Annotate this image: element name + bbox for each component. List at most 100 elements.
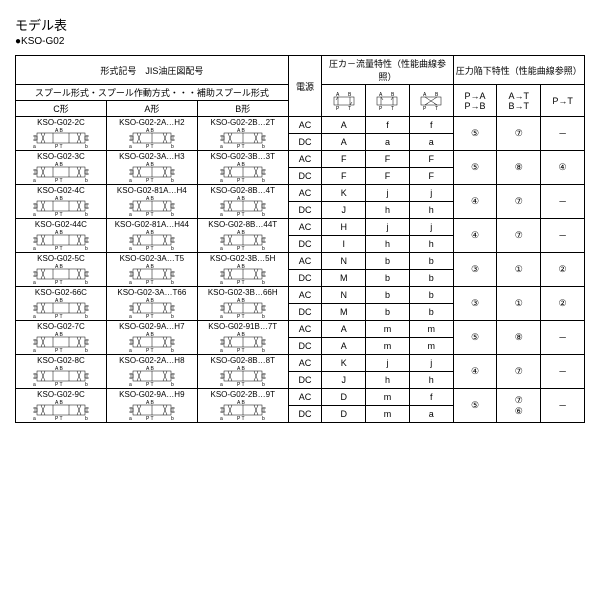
svg-text:b: b (85, 382, 88, 387)
cell-b: KSO-G02-3B…66H A B a P T b (197, 287, 288, 321)
cell-a: KSO-G02-81A…H44 A B a P T b (106, 219, 197, 253)
svg-text:P T: P T (55, 144, 63, 149)
hdr-model-title: 形式記号 JIS油圧図配号 (16, 56, 289, 85)
cell-d2: ⑦ ⑥ (497, 389, 541, 423)
cell-b: KSO-G02-91B…7T A B a P T b (197, 321, 288, 355)
svg-text:b: b (171, 178, 174, 183)
valve-diagram-icon: A B a P T b (127, 161, 177, 183)
svg-text:a: a (33, 178, 36, 183)
cell-power: AC (288, 287, 322, 304)
cell-f3: b (409, 287, 453, 304)
cell-d2: ⑧ (497, 151, 541, 185)
cell-f1: F (322, 168, 366, 185)
svg-text:b: b (171, 144, 174, 149)
table-row: KSO-G02-3C A B a P T b KSO-G02-3A…H3 A B… (16, 151, 585, 168)
valve-diagram-icon: A B a P T b (31, 331, 91, 353)
cell-power: AC (288, 117, 322, 134)
model-table: 形式記号 JIS油圧図配号 電源 圧カ－流量特性（性能曲線参照） 圧力陥下特性（… (15, 55, 585, 423)
valve-diagram-icon: A B a P T b (127, 195, 177, 217)
cell-f1: J (322, 372, 366, 389)
cell-a: KSO-G02-81A…H4 A B a P T b (106, 185, 197, 219)
cell-f2: b (366, 304, 410, 321)
valve-diagram-icon: A B a P T b (127, 127, 177, 149)
cell-d2: ① (497, 287, 541, 321)
svg-text:b: b (85, 280, 88, 285)
svg-text:a: a (33, 212, 36, 217)
hdr-a-type: A形 (106, 101, 197, 117)
cell-f1: H (322, 219, 366, 236)
table-row: KSO-G02-2C A B a P T b KSO-G02-2A…H2 A B… (16, 117, 585, 134)
cell-f1: J (322, 202, 366, 219)
svg-text:b: b (85, 416, 88, 421)
cell-power: DC (288, 372, 322, 389)
cell-power: AC (288, 219, 322, 236)
model-code: KSO-G02-3A…T66 (107, 288, 197, 297)
cell-c: KSO-G02-7C A B a P T b (16, 321, 107, 355)
cell-d2: ⑦ (497, 117, 541, 151)
model-code: KSO-G02-3A…H3 (107, 152, 197, 161)
valve-diagram-icon: A B a P T b (31, 399, 91, 421)
cell-d1: ⑤ (453, 389, 497, 423)
svg-text:P T: P T (237, 212, 245, 217)
svg-text:b: b (171, 382, 174, 387)
hdr-spool: スプール形式・スプール作動方式・・・補助スプール形式 (16, 85, 289, 101)
cell-d1: ③ (453, 253, 497, 287)
svg-text:a: a (129, 416, 132, 421)
cell-d2: ⑦ (497, 185, 541, 219)
model-code: KSO-G02-9C (16, 390, 106, 399)
cell-power: DC (288, 338, 322, 355)
cell-d3: － (541, 219, 585, 253)
cell-f3: b (409, 270, 453, 287)
svg-text:b: b (262, 416, 265, 421)
model-code: KSO-G02-9A…H7 (107, 322, 197, 331)
cell-a: KSO-G02-3A…T66 A B a P T b (106, 287, 197, 321)
valve-diagram-icon: A B a P T b (218, 127, 268, 149)
svg-text:a: a (33, 144, 36, 149)
cell-f2: j (366, 185, 410, 202)
cell-power: DC (288, 304, 322, 321)
svg-text:P: P (423, 106, 427, 111)
svg-text:P: P (336, 106, 340, 111)
model-code: KSO-G02-4C (16, 186, 106, 195)
valve-diagram-icon: A B a P T b (31, 263, 91, 285)
valve-diagram-icon: A B a P T b (31, 161, 91, 183)
cell-f3: m (409, 338, 453, 355)
svg-text:a: a (220, 178, 223, 183)
cell-a: KSO-G02-3A…T5 A B a P T b (106, 253, 197, 287)
cell-f3: h (409, 236, 453, 253)
svg-text:P T: P T (55, 212, 63, 217)
cell-a: KSO-G02-9A…H9 A B a P T b (106, 389, 197, 423)
cell-power: AC (288, 321, 322, 338)
cell-d3: ② (541, 287, 585, 321)
cell-f1: A (322, 338, 366, 355)
svg-text:a: a (129, 280, 132, 285)
cell-f3: F (409, 168, 453, 185)
svg-text:P T: P T (146, 416, 154, 421)
cell-d3: － (541, 389, 585, 423)
cell-f3: F (409, 151, 453, 168)
svg-text:a: a (220, 314, 223, 319)
cell-f1: N (322, 287, 366, 304)
svg-text:P T: P T (55, 416, 63, 421)
cell-d2: ⑦ (497, 355, 541, 389)
cell-b: KSO-G02-8B…44T A B a P T b (197, 219, 288, 253)
model-code: KSO-G02-2A…H8 (107, 356, 197, 365)
cell-f2: b (366, 287, 410, 304)
model-code: KSO-G02-2B…9T (198, 390, 288, 399)
svg-text:T: T (435, 106, 438, 111)
cell-f3: a (409, 406, 453, 423)
valve-diagram-icon: A B a P T b (218, 229, 268, 251)
svg-text:P T: P T (146, 144, 154, 149)
model-code: KSO-G02-2B…2T (198, 118, 288, 127)
cell-d3: ② (541, 253, 585, 287)
cell-f2: a (366, 134, 410, 151)
cell-f2: f (366, 117, 410, 134)
model-code: KSO-G02-2C (16, 118, 106, 127)
svg-text:P T: P T (146, 280, 154, 285)
svg-text:a: a (129, 178, 132, 183)
hdr-power: 電源 (288, 56, 322, 117)
cell-a: KSO-G02-3A…H3 A B a P T b (106, 151, 197, 185)
cell-f2: b (366, 253, 410, 270)
cell-b: KSO-G02-8B…8T A B a P T b (197, 355, 288, 389)
cell-power: AC (288, 185, 322, 202)
